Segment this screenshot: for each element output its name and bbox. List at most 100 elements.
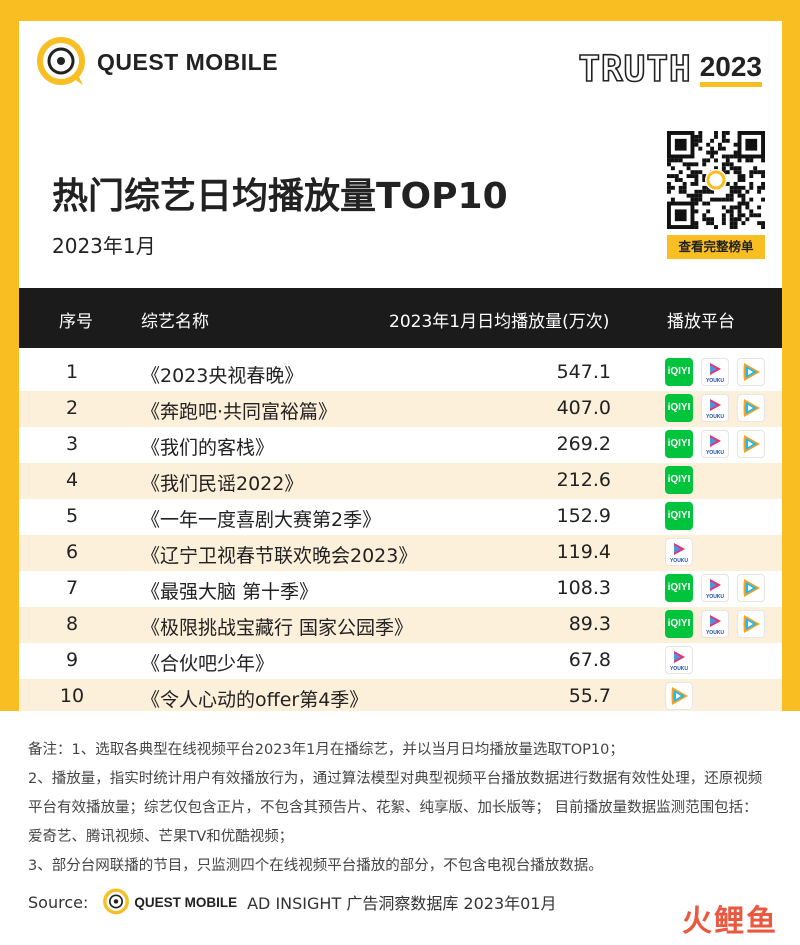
- row-show-name: 《极限挑战宝藏行 国家公园季》: [141, 617, 414, 639]
- row-rank: 7: [65, 577, 79, 599]
- source-logo-text: QUEST MOBILE: [134, 894, 238, 910]
- row-platforms: iQIYI YOUKU: [665, 610, 765, 638]
- row-daily-plays: 152.9: [556, 505, 611, 527]
- svg-text:YOUKU: YOUKU: [706, 450, 724, 456]
- source-line: Source: QUEST MOBILE AD INSIGHT 广告洞察数据库 …: [28, 888, 556, 916]
- header-rank: 序号: [59, 312, 93, 332]
- truth-year: 2023: [699, 52, 762, 87]
- quest-mobile-logo: QUEST MOBILE: [37, 37, 278, 87]
- table-row: 4 《我们民谣2022》 212.6 iQIYI: [19, 463, 782, 499]
- truth-2023-badge: TRUTH 2023: [578, 48, 762, 91]
- youku-icon: YOUKU: [665, 538, 693, 566]
- table-row: 1 《2023央视春晚》 547.1 iQIYI YOUKU: [19, 355, 782, 391]
- row-rank: 8: [65, 613, 79, 635]
- row-platforms: YOUKU: [665, 646, 693, 674]
- source-logo: QUEST MOBILE: [102, 888, 237, 916]
- row-daily-plays: 67.8: [568, 649, 611, 671]
- header-value: 2023年1月日均播放量(万次): [389, 312, 610, 332]
- row-daily-plays: 547.1: [556, 361, 611, 383]
- row-show-name: 《奔跑吧·共同富裕篇》: [141, 401, 338, 423]
- iqiyi-icon: iQIYI: [665, 574, 693, 602]
- iqiyi-icon: iQIYI: [665, 466, 693, 494]
- tencent-icon: [665, 682, 693, 710]
- table-row: 10 《令人心动的offer第4季》 55.7: [19, 679, 782, 715]
- youku-icon: YOUKU: [665, 646, 693, 674]
- page-subtitle: 2023年1月: [52, 234, 156, 258]
- iqiyi-icon: iQIYI: [665, 358, 693, 386]
- row-rank: 3: [65, 433, 79, 455]
- source-label: Source:: [28, 892, 89, 912]
- row-show-name: 《合伙吧少年》: [141, 653, 275, 675]
- note-2: 2、播放量，指实时统计用户有效播放行为，通过算法模型对典型视频平台播放数据进行数…: [28, 771, 763, 845]
- row-rank: 6: [65, 541, 79, 563]
- iqiyi-icon: iQIYI: [665, 430, 693, 458]
- source-text: AD INSIGHT 广告洞察数据库 2023年01月: [247, 894, 557, 913]
- row-rank: 4: [65, 469, 79, 491]
- table-row: 6 《辽宁卫视春节联欢晚会2023》 119.4 YOUKU: [19, 535, 782, 571]
- row-rank: 1: [65, 361, 79, 383]
- svg-text:YOUKU: YOUKU: [706, 378, 724, 384]
- row-daily-plays: 55.7: [568, 685, 611, 707]
- row-platforms: iQIYI YOUKU: [665, 394, 765, 422]
- table-row: 7 《最强大脑 第十季》 108.3 iQIYI YOUKU: [19, 571, 782, 607]
- youku-icon: YOUKU: [701, 574, 729, 602]
- svg-text:YOUKU: YOUKU: [670, 558, 688, 564]
- table-row: 5 《一年一度喜剧大赛第2季》 152.9 iQIYI: [19, 499, 782, 535]
- table-row: 3 《我们的客栈》 269.2 iQIYI YOUKU: [19, 427, 782, 463]
- note-3: 3、部分台网联播的节目，只监测四个在线视频平台播放的部分，不包含电视台播放数据。: [28, 858, 603, 874]
- row-daily-plays: 407.0: [556, 397, 611, 419]
- watermark: 火鲤鱼: [682, 904, 778, 939]
- youku-icon: YOUKU: [701, 358, 729, 386]
- table-body: 1 《2023央视春晚》 547.1 iQIYI YOUKU 2 《奔跑吧·共同富裕篇》 40…: [19, 355, 782, 715]
- row-platforms: iQIYI: [665, 502, 693, 530]
- row-platforms: YOUKU: [665, 538, 693, 566]
- quest-mobile-logo-icon: [37, 37, 85, 87]
- row-show-name: 《一年一度喜剧大赛第2季》: [141, 509, 382, 531]
- row-show-name: 《令人心动的offer第4季》: [141, 689, 369, 711]
- svg-text:YOUKU: YOUKU: [706, 594, 724, 600]
- report-card: QUEST MOBILE TRUTH 2023 热门综艺日均播放量TOP10 2…: [19, 21, 782, 715]
- table-row: 9 《合伙吧少年》 67.8 YOUKU: [19, 643, 782, 679]
- header-platform: 播放平台: [667, 312, 735, 332]
- row-show-name: 《2023央视春晚》: [141, 365, 304, 387]
- svg-text:YOUKU: YOUKU: [706, 414, 724, 420]
- view-full-list-button[interactable]: 查看完整榜单: [667, 235, 765, 259]
- row-rank: 9: [65, 649, 79, 671]
- row-platforms: iQIYI YOUKU: [665, 430, 765, 458]
- tencent-icon: [737, 574, 765, 602]
- row-daily-plays: 119.4: [556, 541, 611, 563]
- row-daily-plays: 269.2: [556, 433, 611, 455]
- logo-text: QUEST MOBILE: [97, 48, 279, 75]
- iqiyi-icon: iQIYI: [665, 610, 693, 638]
- tencent-icon: [737, 610, 765, 638]
- quest-mobile-small-icon: [103, 888, 130, 915]
- svg-text:YOUKU: YOUKU: [706, 630, 724, 636]
- notes-panel: [0, 711, 800, 945]
- page-title: 热门综艺日均播放量TOP10: [52, 176, 508, 217]
- header-name: 综艺名称: [141, 312, 209, 332]
- row-show-name: 《最强大脑 第十季》: [141, 581, 319, 603]
- row-daily-plays: 212.6: [556, 469, 611, 491]
- row-rank: 2: [65, 397, 79, 419]
- row-daily-plays: 108.3: [556, 577, 611, 599]
- row-show-name: 《辽宁卫视春节联欢晚会2023》: [141, 545, 418, 567]
- row-daily-plays: 89.3: [568, 613, 611, 635]
- row-platforms: iQIYI YOUKU: [665, 358, 765, 386]
- table-header: 序号 综艺名称 2023年1月日均播放量(万次) 播放平台: [19, 288, 782, 348]
- table-row: 2 《奔跑吧·共同富裕篇》 407.0 iQIYI YOUKU: [19, 391, 782, 427]
- row-platforms: [665, 682, 693, 710]
- youku-icon: YOUKU: [701, 394, 729, 422]
- truth-word: TRUTH: [578, 48, 692, 91]
- row-rank: 5: [65, 505, 79, 527]
- tencent-icon: [737, 394, 765, 422]
- qr-code-icon[interactable]: [667, 131, 765, 229]
- row-rank: 10: [59, 685, 85, 707]
- row-platforms: iQIYI YOUKU: [665, 574, 765, 602]
- tencent-icon: [737, 430, 765, 458]
- iqiyi-icon: iQIYI: [665, 394, 693, 422]
- row-show-name: 《我们的客栈》: [141, 437, 275, 459]
- row-platforms: iQIYI: [665, 466, 693, 494]
- svg-text:YOUKU: YOUKU: [670, 666, 688, 672]
- iqiyi-icon: iQIYI: [665, 502, 693, 530]
- notes: 备注：1、选取各典型在线视频平台2023年1月在播综艺，并以当月日均播放量选取T…: [28, 736, 768, 881]
